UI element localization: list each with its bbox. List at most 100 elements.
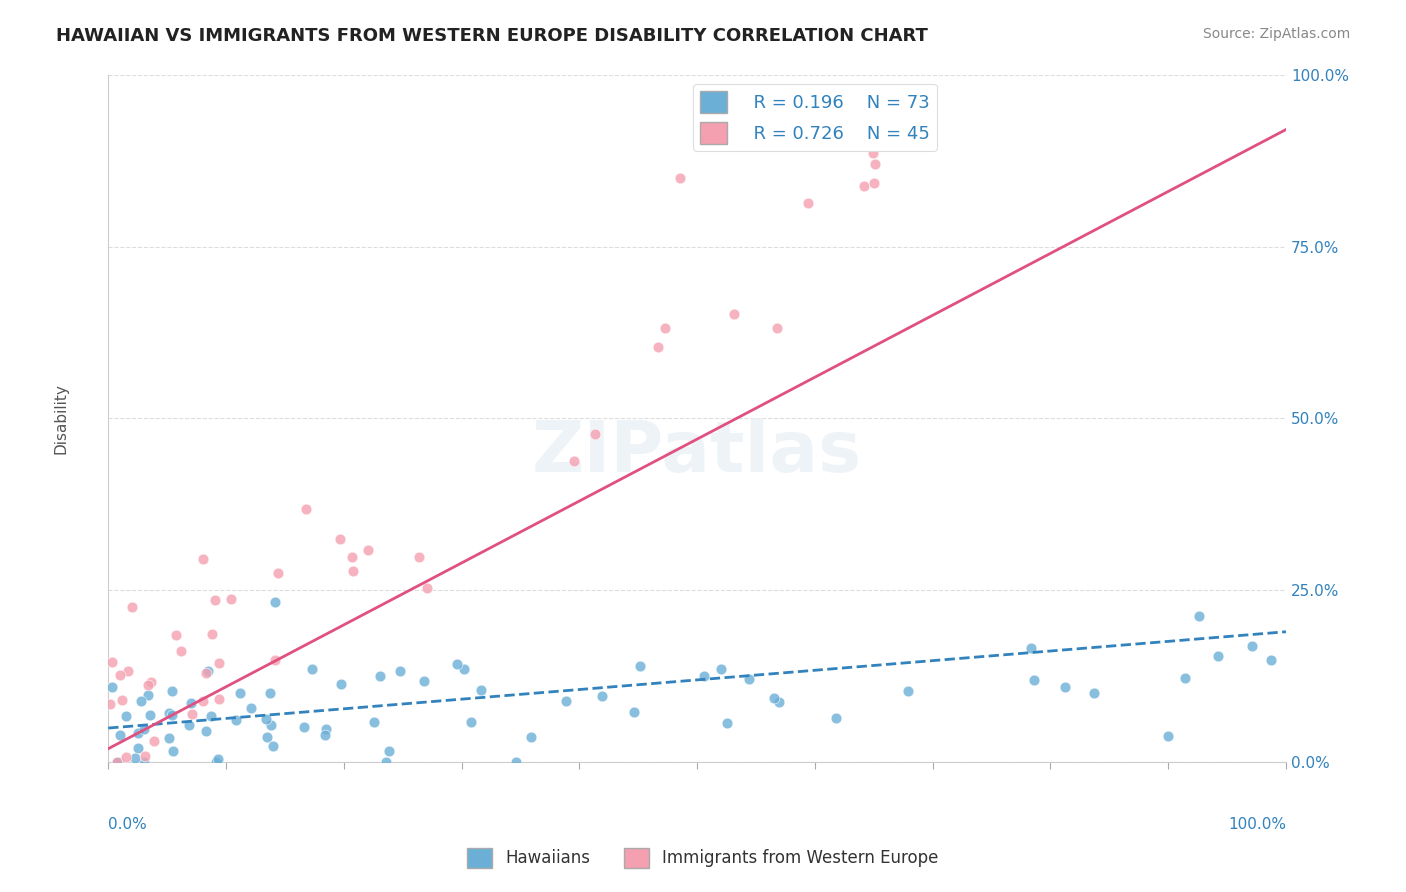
Text: HAWAIIAN VS IMMIGRANTS FROM WESTERN EUROPE DISABILITY CORRELATION CHART: HAWAIIAN VS IMMIGRANTS FROM WESTERN EURO… xyxy=(56,27,928,45)
Point xyxy=(101,680,124,694)
Point xyxy=(315,723,337,737)
Point xyxy=(162,683,184,698)
Point xyxy=(647,340,669,354)
Point xyxy=(1053,680,1076,694)
Point xyxy=(862,145,884,160)
Point xyxy=(408,549,430,564)
Point xyxy=(134,749,156,764)
Point xyxy=(201,627,224,641)
Point xyxy=(180,696,202,710)
Point xyxy=(1157,729,1180,743)
Point xyxy=(181,707,204,722)
Point xyxy=(862,176,884,190)
Point xyxy=(127,726,149,740)
Point xyxy=(555,694,578,708)
Point xyxy=(108,667,131,681)
Point xyxy=(101,655,124,669)
Point xyxy=(1240,639,1263,653)
Point xyxy=(208,692,231,706)
Point xyxy=(169,644,191,658)
Point xyxy=(259,717,281,731)
Point xyxy=(763,691,786,706)
Point xyxy=(314,728,336,742)
Point xyxy=(263,739,285,753)
Point xyxy=(98,698,121,712)
Text: 0.0%: 0.0% xyxy=(108,817,148,832)
Point xyxy=(1173,671,1195,685)
Point xyxy=(768,696,790,710)
Point xyxy=(796,196,818,211)
Point xyxy=(228,686,250,700)
Text: 100.0%: 100.0% xyxy=(1227,817,1286,832)
Point xyxy=(259,686,281,700)
Point xyxy=(505,756,527,770)
Point xyxy=(136,678,159,692)
Point xyxy=(124,751,146,765)
Point xyxy=(301,662,323,676)
Point xyxy=(129,693,152,707)
Point xyxy=(108,728,131,742)
Point xyxy=(157,706,180,720)
Text: ZIPatlas: ZIPatlas xyxy=(531,418,862,487)
Point xyxy=(368,669,391,683)
Point xyxy=(710,662,733,676)
Point xyxy=(200,709,222,723)
Point xyxy=(219,592,242,607)
Point xyxy=(766,320,789,334)
Text: Source: ZipAtlas.com: Source: ZipAtlas.com xyxy=(1202,27,1350,41)
Point xyxy=(264,595,287,609)
Point xyxy=(654,321,676,335)
Point xyxy=(1260,653,1282,667)
Point xyxy=(342,564,364,578)
Point xyxy=(669,170,692,185)
Point xyxy=(357,543,380,558)
Point xyxy=(329,676,352,690)
Point xyxy=(267,566,290,580)
Point xyxy=(520,731,543,745)
Point xyxy=(862,138,884,153)
Point xyxy=(105,756,128,770)
Point xyxy=(105,756,128,770)
Point xyxy=(470,682,492,697)
Point xyxy=(1187,609,1209,624)
Point xyxy=(162,744,184,758)
Point xyxy=(446,657,468,671)
Point xyxy=(329,532,352,546)
Point xyxy=(628,659,651,673)
Point xyxy=(117,664,139,678)
Point xyxy=(692,669,714,683)
Point xyxy=(139,708,162,723)
Point xyxy=(194,666,217,681)
Point xyxy=(412,673,434,688)
Point xyxy=(191,552,214,566)
Point xyxy=(460,714,482,729)
Point xyxy=(738,672,761,686)
Point xyxy=(340,549,363,564)
Point xyxy=(375,756,398,770)
Point xyxy=(1019,640,1042,655)
Point xyxy=(239,701,262,715)
Point xyxy=(191,694,214,708)
Point xyxy=(865,157,887,171)
Legend:   R = 0.196    N = 73,   R = 0.726    N = 45: R = 0.196 N = 73, R = 0.726 N = 45 xyxy=(693,84,936,151)
Point xyxy=(363,715,385,730)
Point xyxy=(295,502,318,516)
Point xyxy=(194,724,217,739)
Point xyxy=(853,179,876,194)
Point xyxy=(132,722,155,736)
Point xyxy=(204,593,226,607)
Point xyxy=(207,751,229,765)
Point xyxy=(205,756,228,770)
Point xyxy=(111,692,134,706)
Point xyxy=(583,427,606,442)
Point xyxy=(1083,686,1105,700)
Point xyxy=(623,705,645,719)
Point xyxy=(141,674,163,689)
Legend: Hawaiians, Immigrants from Western Europe: Hawaiians, Immigrants from Western Europ… xyxy=(461,841,945,875)
Point xyxy=(591,689,613,703)
Point xyxy=(897,684,920,698)
Point xyxy=(127,740,149,755)
Point xyxy=(1024,673,1046,687)
Point xyxy=(108,756,131,770)
Point xyxy=(132,755,155,769)
